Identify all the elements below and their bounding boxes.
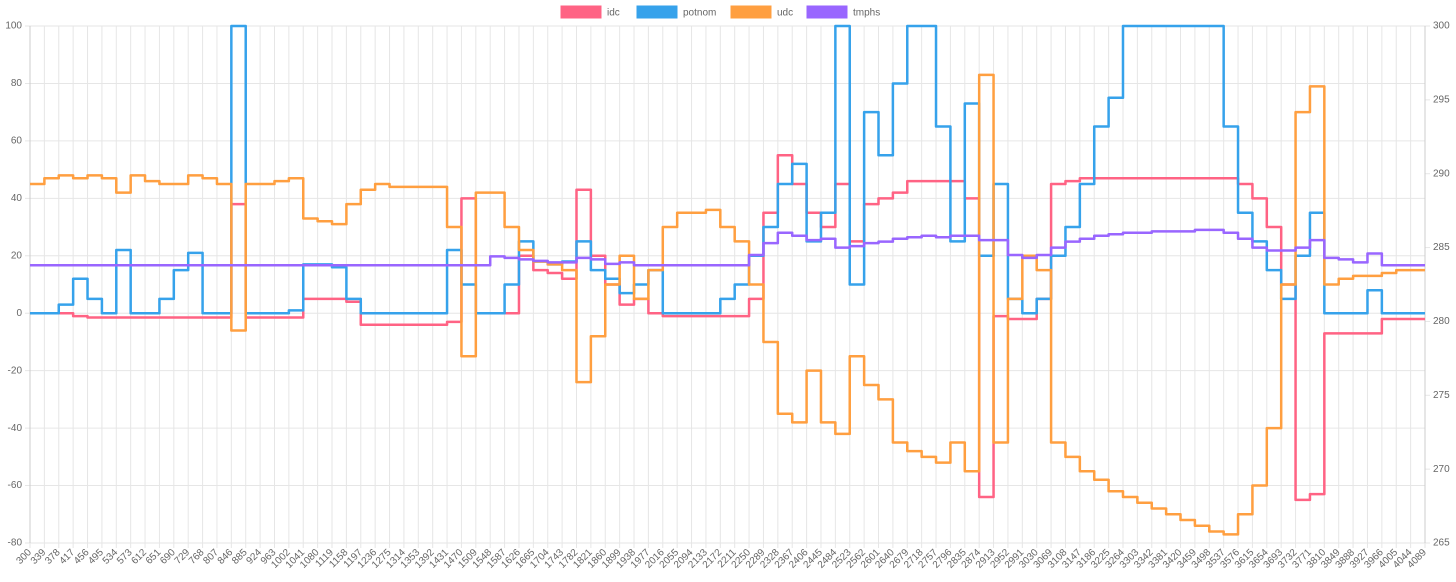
y-tick-label: 40	[11, 193, 23, 204]
y-tick-label: 60	[11, 136, 23, 147]
y2-tick-label: 300	[1433, 21, 1450, 32]
y-tick-label: 100	[5, 21, 22, 32]
legend-swatch[interactable]	[730, 5, 772, 19]
y2-tick-label: 265	[1433, 538, 1450, 549]
legend-label[interactable]: udc	[777, 8, 793, 19]
y2-tick-label: 285	[1433, 242, 1450, 253]
y-tick-label: 20	[11, 250, 23, 261]
y-tick-label: 0	[16, 308, 22, 319]
y2-tick-label: 270	[1433, 464, 1450, 475]
y2-tick-label: 280	[1433, 316, 1450, 327]
legend-label[interactable]: potnom	[683, 8, 716, 19]
y-tick-label: -40	[8, 423, 23, 434]
y-tick-label: -80	[8, 538, 23, 549]
series-line	[30, 228, 1425, 267]
y-tick-label: -60	[8, 480, 23, 491]
legend-swatch[interactable]	[560, 5, 602, 19]
series-line	[30, 24, 1425, 315]
y-tick-label: 80	[11, 78, 23, 89]
series-line	[30, 73, 1425, 536]
y2-tick-label: 290	[1433, 168, 1450, 179]
legend-swatch[interactable]	[806, 5, 848, 19]
y2-tick-label: 295	[1433, 94, 1450, 105]
legend-label[interactable]: idc	[607, 8, 620, 19]
y-tick-label: -20	[8, 365, 23, 376]
legend-label[interactable]: tmphs	[853, 8, 880, 19]
series-line	[30, 154, 1425, 502]
legend-swatch[interactable]	[636, 5, 678, 19]
y2-tick-label: 275	[1433, 390, 1450, 401]
